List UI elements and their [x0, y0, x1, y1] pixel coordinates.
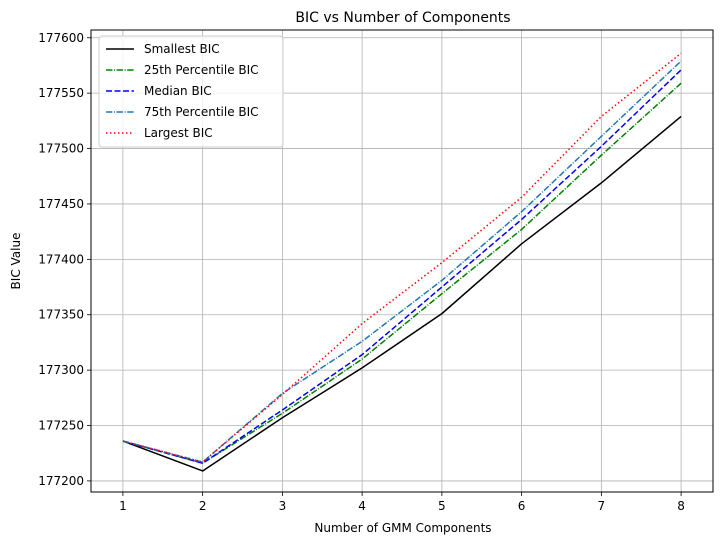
x-tick-label: 1 [119, 499, 127, 513]
series-lines [122, 52, 682, 472]
x-axis-title: Number of GMM Components [314, 521, 491, 535]
series-line-median-bic [122, 69, 682, 464]
y-tick-label: 177450 [38, 197, 84, 211]
x-tick-label: 6 [518, 499, 526, 513]
legend: Smallest BIC 25th Percentile BIC Median BI… [98, 35, 284, 148]
y-tick-label: 177200 [38, 474, 84, 488]
y-tick-label: 177500 [38, 142, 84, 156]
y-tick-label: 177250 [38, 419, 84, 433]
y-tick-label: 177600 [38, 31, 84, 45]
x-axis: 1 2 3 4 5 6 7 8 [119, 492, 685, 513]
y-tick-label: 177300 [38, 363, 84, 377]
legend-label: Largest BIC [144, 126, 213, 140]
series-line-smallest-bic [122, 115, 682, 472]
x-tick-label: 2 [199, 499, 207, 513]
x-tick-label: 3 [279, 499, 287, 513]
y-tick-label: 177550 [38, 86, 84, 100]
plot-area [90, 29, 714, 493]
legend-label: 75th Percentile BIC [144, 105, 259, 119]
legend-label: 25th Percentile BIC [144, 63, 259, 77]
y-axis-title: BIC Value [9, 233, 23, 290]
x-tick-label: 8 [677, 499, 685, 513]
x-tick-label: 5 [438, 499, 446, 513]
legend-label: Smallest BIC [144, 42, 220, 56]
y-tick-label: 177350 [38, 308, 84, 322]
grid [91, 30, 713, 492]
x-tick-label: 7 [598, 499, 606, 513]
y-tick-label: 177400 [38, 252, 84, 266]
x-tick-label: 4 [358, 499, 366, 513]
legend-box [98, 35, 284, 148]
y-axis: 177200 177250 177300 177350 177400 177450 1775… [38, 31, 91, 488]
chart-title: BIC vs Number of Components [295, 10, 510, 26]
legend-label: Median BIC [144, 84, 212, 98]
